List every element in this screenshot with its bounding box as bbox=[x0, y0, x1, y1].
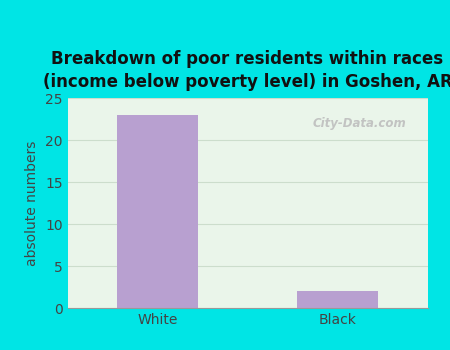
Text: City-Data.com: City-Data.com bbox=[312, 117, 406, 130]
Y-axis label: absolute numbers: absolute numbers bbox=[26, 140, 40, 266]
Bar bbox=[297, 291, 378, 308]
Title: Breakdown of poor residents within races
(income below poverty level) in Goshen,: Breakdown of poor residents within races… bbox=[43, 50, 450, 91]
Bar bbox=[117, 115, 198, 308]
